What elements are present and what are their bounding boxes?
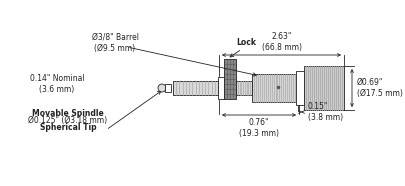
Bar [296,71,304,105]
Bar [224,59,236,99]
Text: Movable Spindle: Movable Spindle [32,109,104,118]
Text: Ø3/8" Barrel
(Ø9.5 mm): Ø3/8" Barrel (Ø9.5 mm) [92,33,139,53]
Text: Ø0.125" (Ø3.18 mm): Ø0.125" (Ø3.18 mm) [28,116,108,125]
Text: 0.15"
(3.8 mm): 0.15" (3.8 mm) [308,102,343,122]
Text: Ø0.69"
(Ø17.5 mm): Ø0.69" (Ø17.5 mm) [357,78,403,98]
Text: Lock: Lock [236,38,256,47]
Text: 2.63"
(66.8 mm): 2.63" (66.8 mm) [262,32,301,52]
Bar [252,74,299,102]
Text: Spherical Tip: Spherical Tip [40,123,96,132]
Text: 0.76"
(19.3 mm): 0.76" (19.3 mm) [239,118,279,138]
Polygon shape [165,84,171,92]
Circle shape [158,84,166,92]
Bar [236,81,252,95]
Bar [218,77,224,99]
Bar [173,81,218,95]
Bar [304,66,344,110]
Text: 0.14" Nominal
(3.6 mm): 0.14" Nominal (3.6 mm) [30,74,84,94]
